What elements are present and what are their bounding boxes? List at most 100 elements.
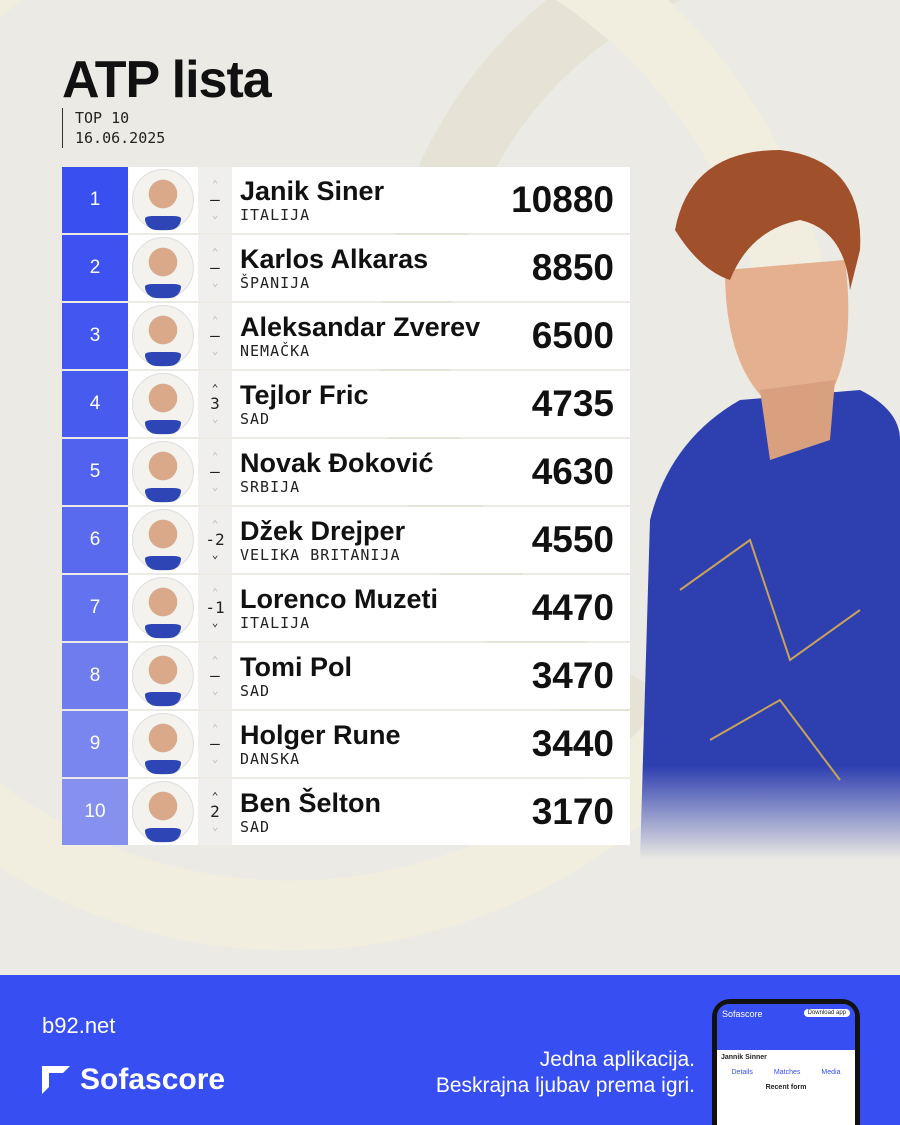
avatar [128,439,198,505]
avatar [128,235,198,301]
subtitle: TOP 10 [75,109,130,127]
change-value: 3 [210,394,220,413]
rankings-table: 1 ⌃ – ⌄ Janik Siner ITALIJA 10880 2 ⌃ – … [62,167,630,847]
arrow-down-icon: ⌄ [211,208,219,221]
arrow-down-icon: ⌄ [211,480,219,493]
slogan-line-1: Jedna aplikacija. [539,1048,695,1071]
arrow-down-icon: ⌄ [211,344,219,357]
phone-download-button: Download app [803,1009,850,1017]
slogan-line-2: Beskrajna ljubav prema igri. [435,1074,695,1097]
date: 16.06.2025 [75,129,166,147]
rank-change: ⌃ -1 ⌄ [198,575,232,641]
player-name: Janik Siner [240,176,385,206]
phone-player: Jannik Sinner [721,1054,767,1061]
player-points: 8850 [531,247,614,288]
avatar [128,711,198,777]
arrow-up-icon: ⌃ [211,178,219,191]
arrow-up-icon: ⌃ [211,586,219,599]
player-country: ŠPANIJA [240,274,311,292]
player-avatar-icon [132,645,194,707]
rank-cell: 4 [62,371,128,437]
phone-app-name: Sofascore [722,1009,763,1019]
player-country: NEMAČKA [240,342,311,360]
rank-change: ⌃ -2 ⌄ [198,507,232,573]
rank-cell: 3 [62,303,128,369]
table-row: 10 ⌃ 2 ⌄ Ben Šelton SAD 3170 [62,779,630,845]
arrow-down-icon: ⌄ [211,616,219,629]
change-value: -2 [205,530,225,549]
player-info: Karlos Alkaras ŠPANIJA [232,235,500,301]
player-country: VELIKA BRITANIJA [240,546,401,564]
player-name: Novak Đoković [240,448,434,478]
player-name: Ben Šelton [240,788,382,818]
table-row: 2 ⌃ – ⌄ Karlos Alkaras ŠPANIJA 8850 [62,235,630,301]
player-name: Tejlor Fric [240,380,369,410]
arrow-down-icon: ⌄ [211,412,219,425]
player-info: Lorenco Muzeti ITALIJA [232,575,500,641]
avatar [128,643,198,709]
player-points: 4470 [531,587,614,628]
table-row: 6 ⌃ -2 ⌄ Džek Drejper VELIKA BRITANIJA 4… [62,507,630,573]
player-name: Džek Drejper [240,516,406,546]
b92-logo: b92.net [42,1013,116,1038]
player-photo [640,150,900,860]
change-value: – [210,734,220,753]
avatar [128,779,198,845]
player-points: 4735 [531,383,614,424]
rank-change: ⌃ – ⌄ [198,439,232,505]
arrow-up-icon: ⌃ [211,790,219,803]
player-points: 10880 [511,179,614,220]
change-value: – [210,190,220,209]
change-value: 2 [210,802,220,821]
arrow-up-icon: ⌃ [211,314,219,327]
player-info: Aleksandar Zverev NEMAČKA [232,303,500,369]
footer-banner: b92.net Sofascore Jedna aplikacija. Besk… [0,975,900,1125]
rank-change: ⌃ – ⌄ [198,303,232,369]
rank-change: ⌃ – ⌄ [198,711,232,777]
page-title: ATP lista [62,51,272,109]
arrow-down-icon: ⌄ [211,684,219,697]
player-avatar-icon [132,713,194,775]
table-row: 8 ⌃ – ⌄ Tomi Pol SAD 3470 [62,643,630,709]
rank-change: ⌃ – ⌄ [198,643,232,709]
player-info: Tejlor Fric SAD [232,371,500,437]
player-points: 3440 [531,723,614,764]
player-info: Novak Đoković SRBIJA [232,439,500,505]
arrow-up-icon: ⌃ [211,382,219,395]
player-name: Karlos Alkaras [240,244,429,274]
arrow-up-icon: ⌃ [211,518,219,531]
rank-cell: 8 [62,643,128,709]
player-country: SAD [240,682,271,700]
phone-mockup: Sofascore Download app Jannik Sinner Det… [712,999,860,1125]
table-row: 7 ⌃ -1 ⌄ Lorenco Muzeti ITALIJA 4470 [62,575,630,641]
player-info: Džek Drejper VELIKA BRITANIJA [232,507,500,573]
avatar [128,167,198,233]
player-avatar-icon [132,781,194,843]
arrow-down-icon: ⌄ [211,548,219,561]
player-name: Tomi Pol [240,652,352,682]
change-value: – [210,258,220,277]
player-info: Ben Šelton SAD [232,779,500,845]
player-avatar-icon [132,373,194,435]
change-value: – [210,326,220,345]
phone-tab: Media [821,1069,841,1076]
avatar [128,575,198,641]
table-row: 3 ⌃ – ⌄ Aleksandar Zverev NEMAČKA 6500 [62,303,630,369]
rank-cell: 5 [62,439,128,505]
table-row: 4 ⌃ 3 ⌄ Tejlor Fric SAD 4735 [62,371,630,437]
rank-change: ⌃ 3 ⌄ [198,371,232,437]
arrow-up-icon: ⌃ [211,654,219,667]
phone-tab: Matches [773,1069,801,1076]
arrow-down-icon: ⌄ [211,276,219,289]
rank-cell: 1 [62,167,128,233]
player-avatar-icon [132,509,194,571]
subtitle-block: TOP 10 16.06.2025 [62,108,165,148]
change-value: – [210,666,220,685]
rank-cell: 6 [62,507,128,573]
phone-section: Recent form [765,1084,807,1091]
player-country: ITALIJA [240,614,311,632]
player-info: Janik Siner ITALIJA [232,167,500,233]
arrow-up-icon: ⌃ [211,450,219,463]
rank-change: ⌃ – ⌄ [198,167,232,233]
player-name: Holger Rune [240,720,401,750]
